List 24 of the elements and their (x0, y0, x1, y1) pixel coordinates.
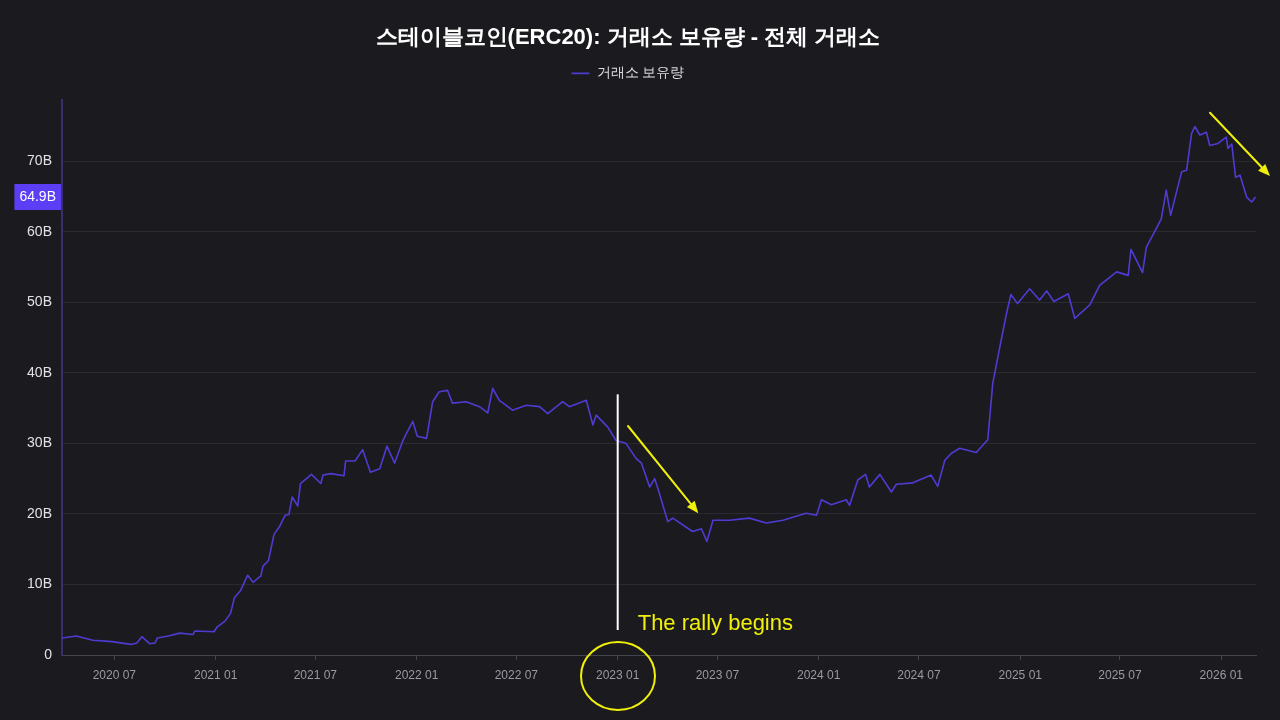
x-tick-label: 2021 07 (293, 667, 338, 682)
x-tick-label: 2023 07 (695, 667, 740, 682)
y-tick-label: 60B (27, 222, 52, 239)
y-tick-label: 30B (27, 434, 52, 451)
y-tick-label: 20B (27, 504, 52, 521)
y-tick-label: 70B (27, 151, 52, 168)
x-tick-label: 2024 01 (797, 667, 841, 682)
x-tick-label: 2024 07 (897, 667, 941, 682)
x-tick-label: 2025 01 (998, 667, 1043, 682)
x-tick-label: 2020 07 (92, 667, 137, 682)
chart-title: 스테이블코인(ERC20): 거래소 보유량 - 전체 거래소 (375, 24, 881, 50)
ref-line-label: The rally begins (637, 610, 794, 636)
y-tick-label: 40B (27, 363, 52, 380)
y-tick-label: 0 (44, 645, 53, 662)
x-tick-label: 2026 01 (1199, 667, 1244, 682)
x-tick-label: 2021 01 (193, 667, 238, 682)
y-tick-label: 50B (27, 293, 52, 310)
text: 64.9B (19, 187, 56, 204)
x-tick-label: 2022 01 (394, 667, 439, 682)
x-tick-label: 2022 07 (494, 667, 539, 682)
legend-label: 거래소 보유량 (596, 64, 685, 81)
y-tick-label: 10B (27, 575, 52, 592)
x-tick-label: 2023 01 (596, 667, 640, 682)
x-tick-label: 2025 07 (1098, 667, 1142, 682)
